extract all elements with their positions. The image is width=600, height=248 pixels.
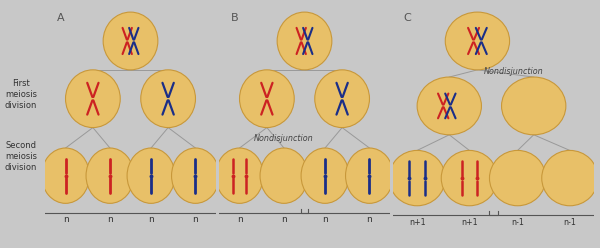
Ellipse shape <box>502 77 566 135</box>
Ellipse shape <box>542 151 598 206</box>
Ellipse shape <box>127 148 175 203</box>
Ellipse shape <box>65 70 120 127</box>
Text: n: n <box>281 215 287 224</box>
Text: n: n <box>62 215 68 224</box>
Text: First
meiosis
division: First meiosis division <box>5 79 37 110</box>
Ellipse shape <box>389 151 445 206</box>
Text: C: C <box>403 13 411 23</box>
Ellipse shape <box>417 77 481 135</box>
Text: n+1: n+1 <box>409 218 425 227</box>
Text: n: n <box>193 215 199 224</box>
Ellipse shape <box>86 148 134 203</box>
Text: n-1: n-1 <box>511 218 524 227</box>
Ellipse shape <box>277 12 332 70</box>
Text: n: n <box>236 215 242 224</box>
Text: n+1: n+1 <box>461 218 478 227</box>
Ellipse shape <box>441 151 497 206</box>
Ellipse shape <box>103 12 158 70</box>
Ellipse shape <box>41 148 89 203</box>
Ellipse shape <box>141 70 196 127</box>
Ellipse shape <box>301 148 349 203</box>
Ellipse shape <box>215 148 263 203</box>
Ellipse shape <box>172 148 220 203</box>
Text: B: B <box>231 13 239 23</box>
Text: A: A <box>57 13 65 23</box>
Text: n: n <box>148 215 154 224</box>
Text: n: n <box>107 215 113 224</box>
Text: n: n <box>367 215 373 224</box>
Ellipse shape <box>490 151 546 206</box>
Ellipse shape <box>346 148 394 203</box>
Ellipse shape <box>315 70 370 127</box>
Text: Nondisjunction: Nondisjunction <box>254 134 314 143</box>
Ellipse shape <box>239 70 294 127</box>
Text: n: n <box>322 215 328 224</box>
Text: n-1: n-1 <box>563 218 577 227</box>
Text: Nondisjunction: Nondisjunction <box>484 67 544 76</box>
Text: Second
meiosis
division: Second meiosis division <box>5 141 37 172</box>
Ellipse shape <box>445 12 509 70</box>
Ellipse shape <box>260 148 308 203</box>
